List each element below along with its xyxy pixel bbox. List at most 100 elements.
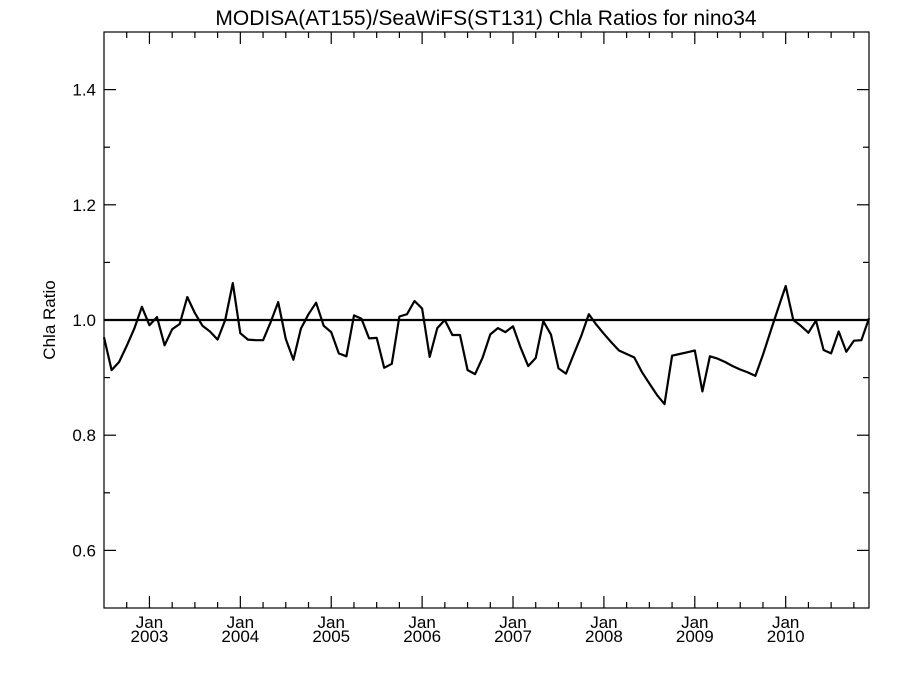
data-point [398,316,400,318]
x-tick-label-year: 2005 [312,627,350,646]
data-point [565,373,567,375]
data-point [626,353,628,355]
x-tick-label-year: 2008 [585,627,623,646]
data-point [482,356,484,358]
x-tick-label-month: Jan [499,613,526,632]
data-point [436,327,438,329]
data-point [444,319,446,321]
x-tick-label-year: 2003 [131,627,169,646]
data-point [732,365,734,367]
data-point [618,350,620,352]
x-tick-label-month: Jan [318,613,345,632]
data-point [308,313,310,315]
x-tick-label-month: Jan [227,613,254,632]
data-point [777,307,779,309]
y-tick-label: 0.6 [72,541,96,560]
data-point [595,324,597,326]
data-point [368,337,370,339]
y-tick-label: 0.8 [72,426,96,445]
data-point [451,334,453,336]
data-point [580,335,582,337]
data-point [739,369,741,371]
data-point [815,320,817,322]
data-point [179,323,181,325]
data-point [118,361,120,363]
y-tick-label: 1.2 [72,196,96,215]
data-point [717,358,719,360]
data-point [520,347,522,349]
x-tick-label-year: 2009 [676,627,714,646]
data-point [330,331,332,333]
data-point [209,331,211,333]
data-point [171,328,173,330]
x-tick-label-year: 2004 [221,627,259,646]
data-point [686,351,688,353]
data-point [285,338,287,340]
data-point [224,319,226,321]
data-point [459,334,461,336]
data-point [853,340,855,342]
data-point [823,349,825,351]
data-point [542,320,544,322]
data-point [353,314,355,316]
data-point [573,354,575,356]
data-point [247,339,249,341]
data-point [292,359,294,361]
data-point [254,339,256,341]
chart-title: MODISA(AT155)/SeaWiFS(ST131) Chla Ratios… [215,7,756,30]
data-point [838,331,840,333]
y-axis-label: Chla Ratio [40,280,59,359]
data-point [239,332,241,334]
data-point [762,354,764,356]
data-point [497,327,499,329]
tick-label-group: 0.60.81.01.21.4Jan2003Jan2004Jan2005Jan2… [72,81,804,646]
x-tick-label-month: Jan [590,613,617,632]
data-point [588,313,590,315]
data-point [504,331,506,333]
series-line [102,282,871,406]
data-point [512,325,514,327]
data-point [610,341,612,343]
data-point [133,328,135,330]
data-point [474,373,476,375]
data-point [648,382,650,384]
data-point [148,324,150,326]
data-point [550,333,552,335]
data-point [860,339,862,341]
data-point [217,339,219,341]
data-point [830,352,832,354]
data-point [868,317,870,319]
y-tick-label: 1.4 [72,81,96,100]
data-point [406,313,408,315]
y-tick-label: 1.0 [72,311,96,330]
data-point [489,333,491,335]
x-tick-label-month: Jan [408,613,435,632]
data-point [391,363,393,365]
data-point [201,325,203,327]
data-point [111,369,113,371]
data-point [535,357,537,359]
data-point [270,321,272,323]
data-point [414,300,416,302]
data-point [315,302,317,304]
x-tick-label-month: Jan [681,613,708,632]
data-point [633,356,635,358]
data-point [467,369,469,371]
data-point [800,325,802,327]
data-point [323,325,325,327]
data-point [603,333,605,335]
x-tick-label-month: Jan [772,613,799,632]
data-point [747,371,749,373]
data-point [527,365,529,367]
data-point [671,355,673,357]
data-point [694,350,696,352]
data-point [156,316,158,318]
data-point [679,353,681,355]
data-point [557,367,559,369]
data-point [338,352,340,354]
data-point [663,403,665,405]
data-point [724,361,726,363]
data-point [641,371,643,373]
data-point [141,306,143,308]
